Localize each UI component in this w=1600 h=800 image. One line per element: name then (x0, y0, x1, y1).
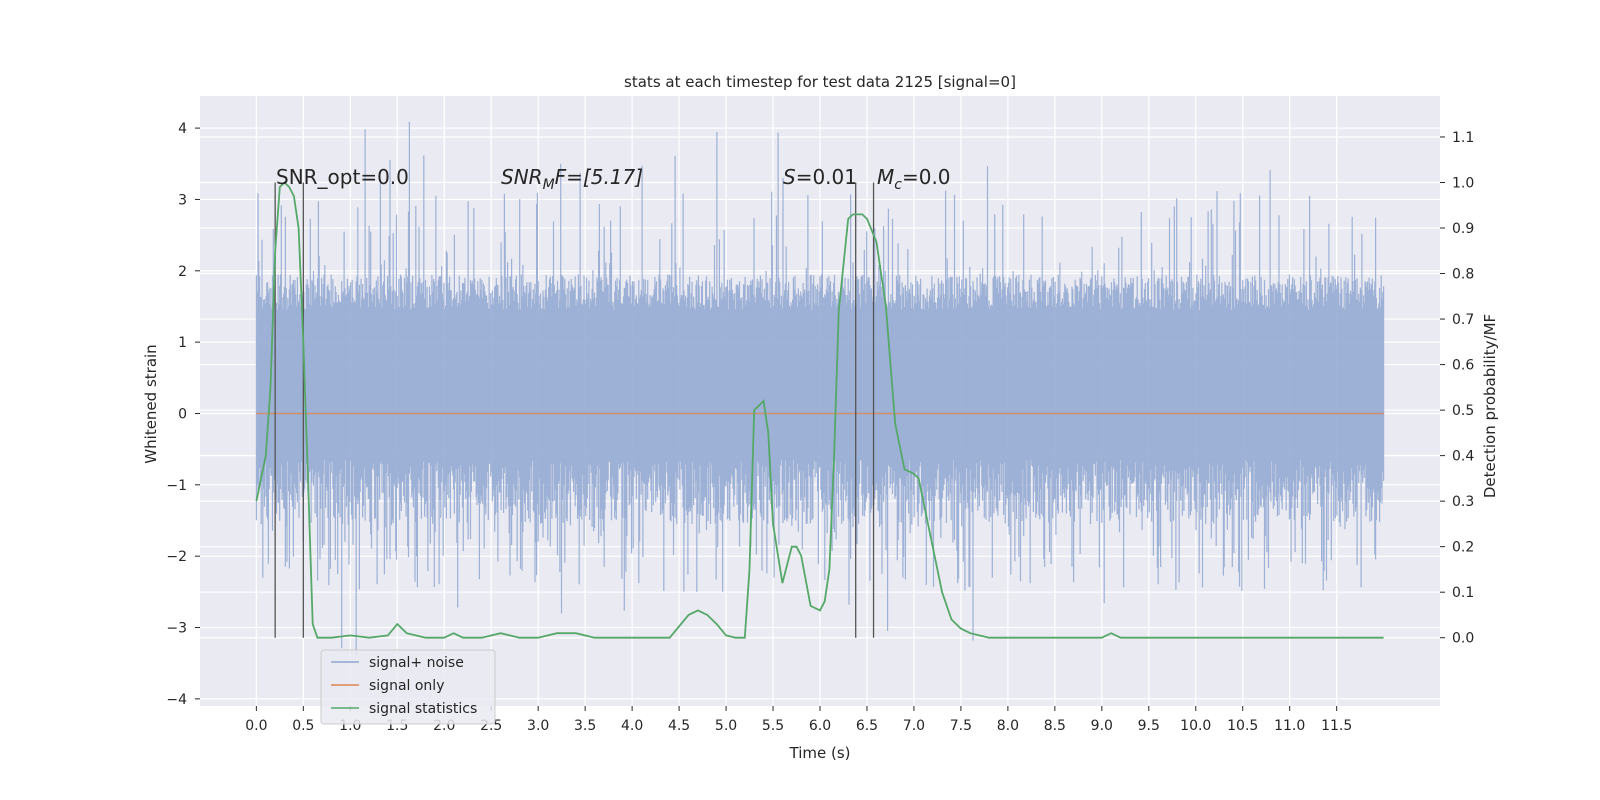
x-tick-label: 9.0 (1091, 718, 1113, 734)
chart-title: stats at each timestep for test data 212… (624, 73, 1016, 91)
annotation-s: S=0.01 (783, 165, 857, 189)
x-tick-label: 0.5 (292, 718, 314, 734)
x-tick-label: 10.0 (1180, 718, 1211, 734)
x-tick-label: 5.5 (762, 718, 784, 734)
y-tick-label: 0 (178, 406, 187, 422)
ticks: 0.0 0.5 1.0 1.5 2.0 2.5 3.0 3.5 4.0 4.5 5.0 5.5 6.0 6… (166, 121, 1474, 734)
y2-tick-label: 0.5 (1452, 403, 1474, 419)
annotation-mc: Mc=0.0 (877, 165, 951, 193)
y2-tick-label: 0.9 (1452, 221, 1474, 237)
legend-label-noise: signal+ noise (369, 655, 464, 671)
y2-tick-label: 0.0 (1452, 631, 1474, 647)
legend-box (320, 649, 496, 725)
x-tick-label: 3.5 (574, 718, 596, 734)
y-tick-label: −3 (166, 621, 187, 637)
y2-tick-label: 0.7 (1452, 312, 1474, 328)
x-tick-label: 11.0 (1274, 718, 1305, 734)
noise-trace (255, 121, 1385, 656)
x-tick-label: 8.0 (997, 718, 1019, 734)
legend-label-signal: signal only (369, 678, 444, 694)
x-tick-label: 3.0 (527, 718, 549, 734)
x-tick-label: 8.5 (1044, 718, 1066, 734)
y2-tick-label: 0.6 (1452, 358, 1474, 374)
x-tick-label: 6.5 (856, 718, 878, 734)
annotations: SNR_opt=0.0 SNRMF=[5.17] S=0.01 Mc=0.0 (276, 165, 951, 193)
x-axis-label: Time (s) (789, 744, 851, 762)
y-tick-label: 1 (178, 335, 187, 351)
y2-tick-label: 1.1 (1452, 130, 1474, 146)
y2-tick-label: 0.1 (1452, 585, 1474, 601)
x-tick-label: 10.5 (1227, 718, 1258, 734)
y-tick-label: 3 (178, 192, 187, 208)
y-tick-label: 4 (178, 121, 187, 137)
x-tick-label: 7.5 (950, 718, 972, 734)
legend: signal+ noise signal only signal statist… (320, 649, 496, 725)
signal-statistics-line (255, 181, 1384, 639)
y-tick-label: −4 (166, 692, 187, 708)
x-tick-label: 9.5 (1138, 718, 1160, 734)
y-axis-label: Whitened strain (142, 344, 160, 463)
signal-noise-series (255, 121, 1385, 656)
y2-tick-label: 0.3 (1452, 494, 1474, 510)
annotation-snr-mf: SNRMF=[5.17] (501, 165, 643, 193)
x-tick-label: 5.0 (715, 718, 737, 734)
x-tick-label: 7.0 (903, 718, 925, 734)
y2-tick-label: 0.2 (1452, 540, 1474, 556)
y2-tick-label: 0.4 (1452, 449, 1474, 465)
annotation-snr-opt: SNR_opt=0.0 (276, 165, 409, 189)
y2-tick-label: 0.8 (1452, 267, 1474, 283)
y2-tick-label: 1.0 (1452, 175, 1474, 191)
y-tick-label: −2 (166, 549, 187, 565)
x-tick-label: 0.0 (245, 718, 267, 734)
y-tick-label: 2 (178, 264, 187, 280)
data-lines (255, 181, 1384, 639)
y-tick-label: −1 (166, 478, 187, 494)
x-tick-label: 4.5 (668, 718, 690, 734)
right-y-axis-label: Detection probability/MF (1481, 314, 1499, 498)
legend-label-stats: signal statistics (369, 701, 477, 717)
x-tick-label: 6.0 (809, 718, 831, 734)
x-tick-label: 4.0 (621, 718, 643, 734)
x-tick-label: 11.5 (1321, 718, 1352, 734)
